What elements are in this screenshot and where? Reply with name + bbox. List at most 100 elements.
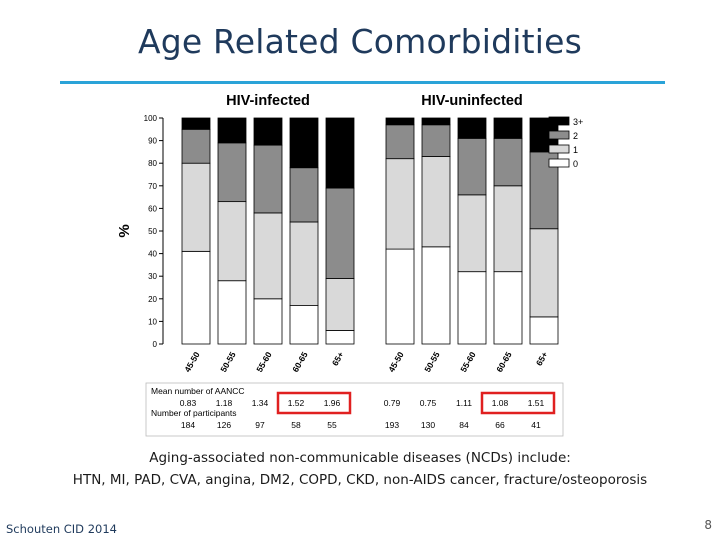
y-tick-label: 0 [153, 340, 158, 349]
category-label: 50-55 [218, 350, 238, 374]
table-row1-value: 0.75 [420, 398, 437, 408]
category-label: 60-65 [290, 350, 310, 374]
y-tick-label: 10 [148, 317, 157, 326]
bar-segment [458, 138, 486, 195]
bar-segment [494, 186, 522, 272]
y-tick-label: 40 [148, 250, 157, 259]
table-row2-value: 66 [495, 420, 505, 430]
caption-line-1: Aging-associated non-communicable diseas… [0, 450, 720, 466]
bar-segment [182, 129, 210, 163]
y-tick-label: 90 [148, 137, 157, 146]
table-row2-value: 97 [255, 420, 265, 430]
bar-segment [422, 118, 450, 125]
category-label: 55-60 [254, 350, 274, 374]
bar-segment [290, 168, 318, 222]
caption-line-2: HTN, MI, PAD, CVA, angina, DM2, COPD, CK… [0, 472, 720, 488]
table-row1-value: 1.34 [252, 398, 269, 408]
bar-segment [386, 159, 414, 249]
group-label: HIV-uninfected [421, 93, 523, 109]
bar-segment [386, 118, 414, 125]
bar-segment [290, 222, 318, 306]
category-label: 55-60 [458, 350, 478, 374]
table-row1-value: 1.18 [216, 398, 233, 408]
table-row1-value: 1.08 [492, 398, 509, 408]
page-number: 8 [704, 518, 712, 532]
citation-footer: Schouten CID 2014 [6, 522, 117, 536]
category-label: 45-50 [386, 350, 406, 374]
slide-title: Age Related Comorbidities [0, 22, 720, 61]
bar-segment [422, 247, 450, 344]
bar-segment [326, 278, 354, 330]
table-row2-value: 58 [291, 420, 301, 430]
bar-segment [530, 229, 558, 317]
legend-label: 1 [573, 145, 578, 155]
legend-label: 0 [573, 159, 578, 169]
table-row2-value: 55 [327, 420, 337, 430]
bar-segment [218, 143, 246, 202]
category-label: 45-50 [182, 350, 202, 374]
chart-figure: % 0 10 20 30 40 50 60 70 80 90 100 HIV-infected 45-50… [115, 88, 615, 446]
y-tick-label: 60 [148, 204, 157, 213]
bar-segment [182, 251, 210, 344]
bar-segment [290, 306, 318, 344]
y-tick-label: 30 [148, 272, 157, 281]
bar-segment [494, 138, 522, 185]
table-row2-value: 41 [531, 420, 541, 430]
table-row2-value: 193 [385, 420, 399, 430]
y-tick-label: 80 [148, 159, 157, 168]
group-label: HIV-infected [226, 93, 310, 109]
bar-segment [254, 213, 282, 299]
table-row2-value: 84 [459, 420, 469, 430]
category-label: 50-55 [422, 350, 442, 374]
table-row1-value: 0.83 [180, 398, 197, 408]
legend-swatch [549, 131, 569, 139]
table-row2-value: 130 [421, 420, 435, 430]
category-label: 60-65 [494, 350, 514, 374]
bar-segment [326, 330, 354, 344]
bar-segment [218, 281, 246, 344]
table-row1-value: 1.96 [324, 398, 341, 408]
bar-segment [458, 195, 486, 272]
y-tick-label: 20 [148, 295, 157, 304]
y-tick-label: 70 [148, 182, 157, 191]
bar-segment [254, 118, 282, 145]
bar-segment [422, 125, 450, 157]
table-row1-value: 1.11 [456, 398, 472, 408]
table-row1-value: 1.51 [528, 398, 545, 408]
bar-segment [182, 163, 210, 251]
table-row1-value: 1.52 [288, 398, 305, 408]
y-tick-label: 100 [144, 114, 158, 123]
bar-segment [290, 118, 318, 168]
bar-segment [494, 118, 522, 138]
table-row2-value: 184 [181, 420, 195, 430]
bar-segment [326, 188, 354, 278]
bar-segment [326, 118, 354, 188]
category-label: 65+ [534, 350, 550, 368]
bar-segment [386, 249, 414, 344]
table-row2-value: 126 [217, 420, 231, 430]
bar-segment [458, 118, 486, 138]
y-axis-label: % [116, 224, 133, 237]
legend-swatch [549, 117, 569, 125]
legend-swatch [549, 145, 569, 153]
y-tick-label: 50 [148, 227, 157, 236]
table-row1-label: Mean number of AANCC [151, 386, 245, 396]
bar-segment [254, 299, 282, 344]
bar-segment [530, 317, 558, 344]
bar-segment [218, 118, 246, 143]
table-row1-value: 0.79 [384, 398, 401, 408]
category-label: 65+ [330, 350, 346, 368]
title-underline [60, 81, 665, 84]
table-row2-label: Number of participants [151, 408, 237, 418]
bar-segment [254, 145, 282, 213]
bar-segment [386, 125, 414, 159]
bar-segment [458, 272, 486, 344]
legend-label: 3+ [573, 117, 583, 127]
stacked-bar-chart: %0102030405060708090100HIV-infected45-50… [115, 88, 615, 446]
legend-swatch [549, 159, 569, 167]
bar-segment [182, 118, 210, 129]
bar-segment [218, 202, 246, 281]
bar-segment [494, 272, 522, 344]
bar-segment [422, 156, 450, 246]
legend-label: 2 [573, 131, 578, 141]
